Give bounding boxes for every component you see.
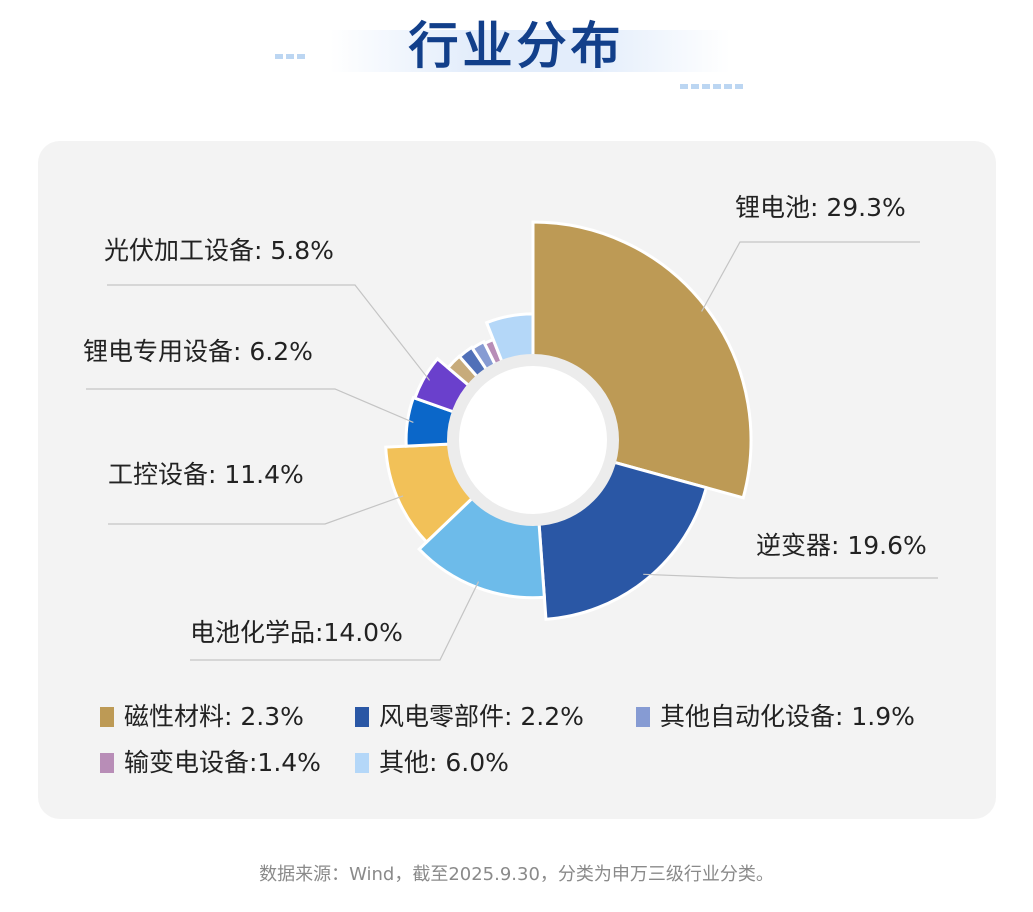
legend-item: 输变电设备:1.4% — [100, 748, 321, 778]
leader-line-industrial-control — [108, 495, 404, 525]
leader-line-lithium-battery — [701, 241, 920, 312]
title-highlight-band — [330, 30, 730, 72]
label-lithium-equipment: 锂电专用设备: 6.2% — [83, 337, 313, 366]
legend-swatch — [355, 707, 369, 727]
legend-swatch — [100, 753, 114, 773]
source-note: 数据来源：Wind，截至2025.9.30，分类为申万三级行业分类。 — [259, 864, 774, 885]
legend-label: 其他自动化设备: 1.9% — [660, 702, 915, 731]
title-area: 行业分布 — [0, 0, 1033, 100]
title-dots-decoration — [275, 44, 308, 59]
leader-line-battery-chemicals — [190, 581, 480, 661]
page-title: 行业分布 — [408, 17, 625, 75]
label-industrial-control: 工控设备: 11.4% — [108, 460, 304, 489]
title-dots-decoration — [680, 74, 746, 89]
label-pv-equipment: 光伏加工设备: 5.8% — [104, 236, 334, 265]
legend-item: 其他: 6.0% — [355, 748, 509, 778]
legend-label: 其他: 6.0% — [379, 748, 509, 777]
legend-item: 磁性材料: 2.3% — [100, 702, 304, 732]
label-inverter: 逆变器: 19.6% — [756, 531, 927, 560]
legend-label: 风电零部件: 2.2% — [379, 702, 584, 731]
legend-swatch — [636, 707, 650, 727]
donut-hole — [447, 354, 619, 526]
leader-line-inverter — [643, 573, 938, 579]
leader-line-pv-equipment — [107, 284, 431, 381]
leader-line-lithium-equipment — [86, 388, 414, 423]
legend-item: 其他自动化设备: 1.9% — [636, 702, 915, 732]
legend-label: 输变电设备:1.4% — [124, 748, 321, 777]
legend-swatch — [100, 707, 114, 727]
legend-swatch — [355, 753, 369, 773]
label-battery-chemicals: 电池化学品:14.0% — [190, 618, 403, 647]
legend-item: 风电零部件: 2.2% — [355, 702, 584, 732]
label-lithium-battery: 锂电池: 29.3% — [735, 193, 906, 222]
legend-label: 磁性材料: 2.3% — [124, 702, 304, 731]
